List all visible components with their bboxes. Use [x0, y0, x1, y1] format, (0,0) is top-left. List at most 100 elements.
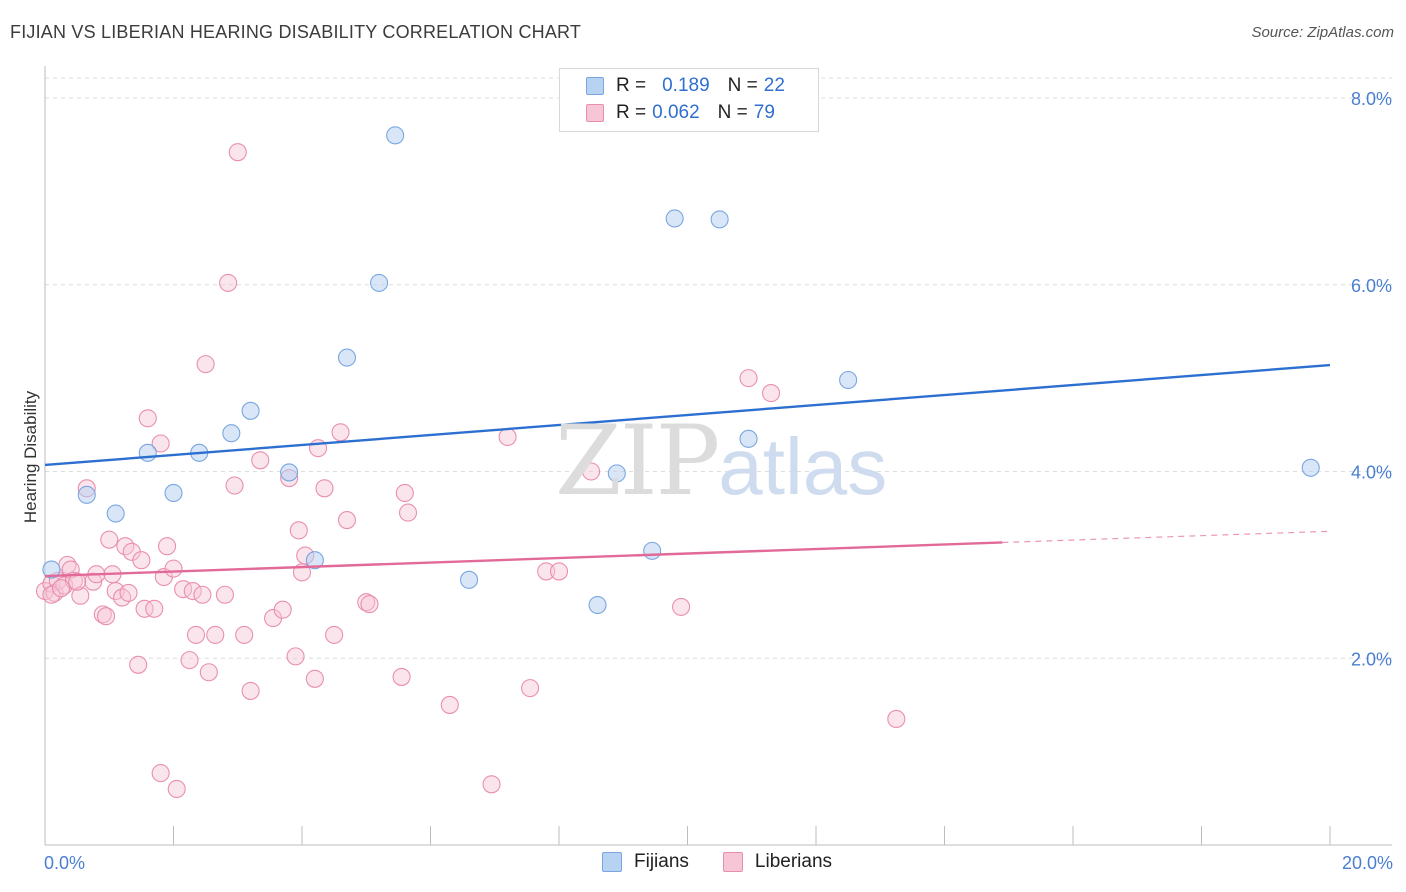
liberian-point [537, 562, 556, 581]
liberian-point [273, 600, 292, 619]
fijian-r-label: R = [616, 75, 647, 96]
fijian-point [459, 570, 479, 589]
liberian-n-value: 79 [753, 102, 775, 123]
liberian-r-label: R = [616, 102, 647, 123]
liberian-point [193, 585, 212, 604]
legend-item-liberians: Liberians [722, 851, 833, 873]
fijian-point [710, 210, 729, 229]
liberian-point [549, 562, 569, 581]
liberian-points [35, 143, 906, 799]
liberian-trend-line [44, 541, 1003, 578]
liberian-point [761, 384, 781, 403]
liberian-point [398, 503, 418, 522]
liberian-point [241, 681, 260, 700]
fijian-point [305, 551, 324, 570]
liberian-point [440, 695, 459, 714]
y-axis-label: Hearing Disability [21, 390, 40, 523]
liberian-point [206, 625, 225, 644]
liberian-point [119, 583, 138, 602]
liberian-point [521, 679, 540, 698]
liberian-point [167, 779, 186, 799]
fijian-legend-swatch [602, 852, 622, 872]
liberian-point [158, 537, 177, 556]
fijian-point [588, 595, 607, 615]
liberian-point [138, 409, 157, 428]
fijian-points [42, 126, 1320, 615]
liberian-swatch [586, 104, 604, 122]
legend-row-liberians: R = 0.062 N = 79 [586, 101, 775, 125]
liberian-point [219, 273, 238, 292]
fijian-point [643, 541, 662, 560]
fijian-point [370, 273, 389, 292]
liberian-point [331, 423, 350, 442]
fijian-point [839, 370, 858, 390]
liberian-point [360, 595, 379, 614]
liberian-point [129, 655, 148, 674]
liberian-point [228, 143, 247, 162]
fijian-point [106, 504, 125, 523]
fijian-point [77, 485, 96, 504]
fijian-n-value: 22 [763, 75, 785, 96]
liberian-point [196, 355, 215, 374]
fijian-point [138, 443, 157, 462]
liberian-point [199, 663, 218, 682]
fijian-point [280, 463, 299, 482]
fijian-point [739, 429, 758, 448]
fijian-swatch [586, 77, 604, 95]
liberian-point [887, 709, 906, 728]
liberian-point [93, 605, 112, 624]
liberian-point [145, 599, 164, 618]
fijian-r-value: 0.189 [662, 75, 710, 96]
fijian-point [42, 560, 61, 579]
liberian-point [315, 479, 334, 498]
liberian-trend-extension [1002, 530, 1331, 544]
liberian-point [582, 462, 601, 481]
liberian-point [392, 667, 411, 686]
fijian-point [665, 209, 684, 228]
trend-lines [44, 363, 1331, 578]
liberian-point [113, 588, 132, 607]
liberian-legend-label: Liberians [754, 851, 833, 872]
fijian-point [222, 424, 241, 443]
liberian-point [100, 530, 119, 549]
watermark-atlas: atlas [718, 422, 888, 511]
liberian-point [215, 585, 234, 604]
fijian-n-label: N = [727, 75, 758, 96]
stats-legend: R = 0.189 N = 22 R = 0.062 N = 79 [559, 68, 819, 132]
liberian-point [52, 579, 71, 598]
fijian-point [164, 483, 183, 503]
fijian-point [1301, 458, 1320, 477]
liberian-point [395, 483, 414, 503]
liberian-point [672, 597, 691, 616]
liberian-point [305, 669, 324, 688]
liberian-point [186, 625, 206, 644]
liberian-point [286, 647, 305, 666]
liberian-point [325, 625, 344, 644]
liberian-point [183, 581, 202, 601]
liberian-point [42, 585, 61, 604]
axes [44, 66, 1392, 846]
y-tick-label: 2.0% [1351, 649, 1392, 669]
liberian-legend-swatch [722, 852, 743, 872]
liberian-point [739, 369, 758, 388]
liberian-point [251, 451, 270, 470]
liberian-point [337, 511, 357, 530]
liberian-r-value: 0.062 [652, 102, 700, 123]
liberian-point [68, 572, 87, 591]
y-tick-label: 6.0% [1351, 276, 1392, 296]
x-tick-label: 0.0% [44, 853, 85, 873]
liberian-point [498, 427, 517, 447]
liberian-point [71, 586, 90, 605]
watermark-zip: ZIP [555, 405, 720, 517]
y-tick-label: 4.0% [1351, 463, 1392, 483]
liberian-point [482, 775, 501, 794]
watermark: ZIPatlas [555, 405, 887, 517]
x-tick-label: 20.0% [1342, 853, 1393, 873]
fijian-legend-label: Fijians [634, 851, 689, 872]
series-legend: Fijians Liberians [602, 851, 866, 873]
tick-labels: 2.0% 4.0% 6.0% 8.0% 0.0% 20.0% [44, 89, 1393, 873]
fijian-point [386, 126, 405, 145]
fijian-point [607, 464, 626, 483]
liberian-point [96, 607, 116, 626]
